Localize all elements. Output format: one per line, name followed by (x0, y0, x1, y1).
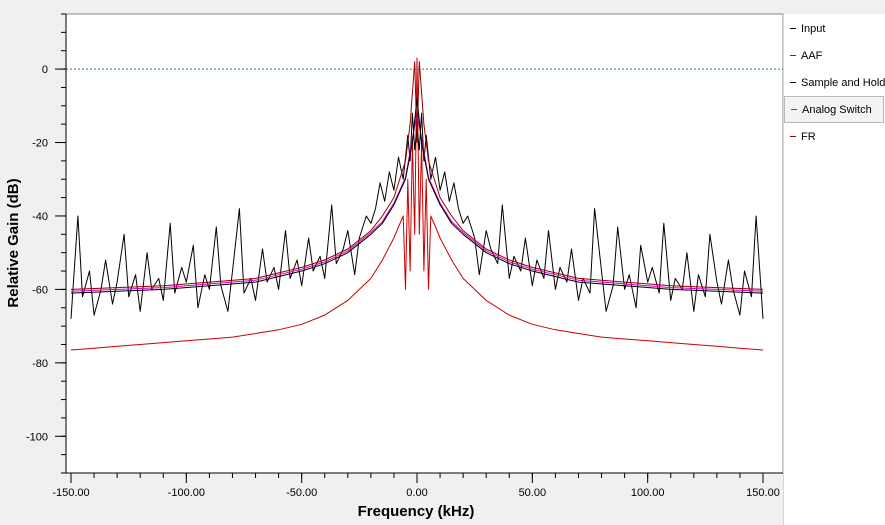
legend-swatch (790, 82, 796, 83)
x-tick-label: 150.00 (746, 487, 780, 499)
y-tick-label: 0 (42, 64, 48, 76)
x-tick-label: 100.00 (631, 487, 665, 499)
legend-label: Sample and Hold (801, 76, 885, 89)
legend-item-fr[interactable]: FR (784, 123, 885, 150)
legend-swatch (790, 28, 796, 29)
series-line-analog-switch (70, 112, 764, 292)
series-line-fr (70, 61, 764, 290)
y-tick-label: -40 (32, 211, 48, 223)
x-tick-label: 0.00 (406, 487, 427, 499)
legend: Input AAF Sample and Hold Analog Switch … (783, 14, 885, 525)
series-layer (70, 57, 764, 351)
legend-swatch (791, 109, 797, 110)
y-axis-title: Relative Gain (dB) (5, 178, 22, 307)
axis-layer: 0 -20 -40 -60 -80 -100 -150.00 -100.00 -50.00 0.0… (26, 13, 783, 499)
legend-item-input[interactable]: Input (784, 15, 885, 42)
y-tick-label: -60 (32, 284, 48, 296)
series-line-aaf (70, 57, 764, 351)
y-tick-label: -100 (26, 431, 48, 443)
x-tick-label: 50.00 (519, 487, 547, 499)
x-tick-label: -50.00 (286, 487, 317, 499)
series-line-sample-and-hold (70, 98, 764, 294)
legend-swatch (790, 136, 796, 137)
legend-item-sample-and-hold[interactable]: Sample and Hold (784, 69, 885, 96)
legend-label: Input (801, 22, 826, 35)
x-axis-title: Frequency (kHz) (358, 503, 475, 520)
x-tick-label: -150.00 (52, 487, 89, 499)
legend-label: Analog Switch (802, 103, 872, 116)
legend-item-aaf[interactable]: AAF (784, 42, 885, 69)
y-tick-label: -20 (32, 138, 48, 150)
legend-label: AAF (801, 49, 823, 62)
legend-item-analog-switch[interactable]: Analog Switch (784, 96, 884, 123)
legend-label: FR (801, 130, 816, 143)
x-tick-label: -100.00 (168, 487, 205, 499)
y-tick-label: -80 (32, 358, 48, 370)
legend-swatch (790, 55, 796, 56)
